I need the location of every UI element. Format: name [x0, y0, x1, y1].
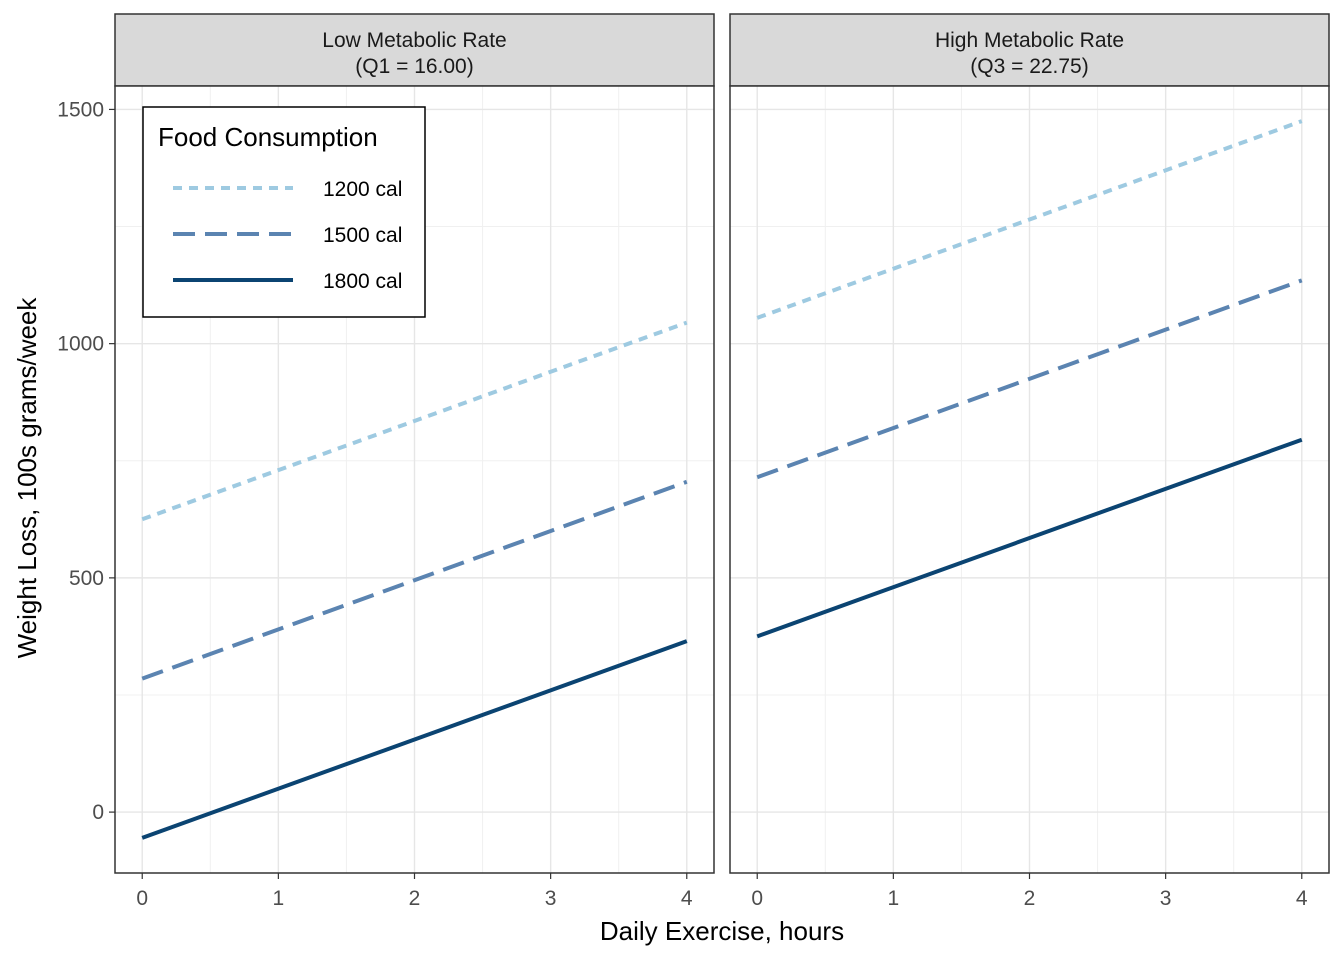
- series-line-1200-cal: [756, 119, 1303, 320]
- legend: Food Consumption 1200 cal 1500 cal 1800 cal: [142, 106, 426, 318]
- legend-title: Food Consumption: [158, 122, 378, 152]
- x-axis-title: Daily Exercise, hours: [600, 916, 844, 946]
- facet-panel-2: High Metabolic Rate (Q3 = 22.75) 0 1 2 3 4: [729, 13, 1330, 910]
- y-tick-label: 500: [69, 567, 104, 590]
- x-tick-label: 2: [409, 887, 421, 910]
- series-line-1500-cal: [756, 278, 1303, 480]
- x-tick-label: 1: [888, 887, 900, 910]
- facet-strip-label: Low Metabolic Rate: [322, 29, 506, 52]
- legend-label: 1800 cal: [323, 270, 402, 293]
- x-tick-label: 2: [1024, 887, 1036, 910]
- facet-strip-sublabel: (Q3 = 22.75): [970, 55, 1088, 78]
- y-tick-label: 1000: [57, 333, 104, 356]
- y-tick-label: 0: [92, 801, 104, 824]
- facet-strip-label: High Metabolic Rate: [935, 29, 1124, 52]
- x-tick-label: 0: [136, 887, 148, 910]
- facet-strip: [729, 13, 1330, 87]
- series-line-1800-cal: [141, 639, 688, 840]
- legend-label: 1500 cal: [323, 224, 402, 247]
- legend-label: 1200 cal: [323, 178, 402, 201]
- x-tick-label: 4: [681, 887, 693, 910]
- series-line-1800-cal: [756, 437, 1303, 639]
- x-tick-label: 1: [273, 887, 285, 910]
- x-tick-label: 3: [1160, 887, 1172, 910]
- facet-strip: [114, 13, 715, 87]
- x-tick-label: 0: [751, 887, 763, 910]
- plot-panel-border: [114, 85, 715, 874]
- x-tick-label: 3: [545, 887, 557, 910]
- x-tick-label: 4: [1296, 887, 1308, 910]
- series-line-1200-cal: [141, 320, 688, 522]
- y-tick-label: 1500: [57, 98, 104, 121]
- facet-strip-sublabel: (Q1 = 16.00): [355, 55, 473, 78]
- y-axis-title: Weight Loss, 100s grams/week: [12, 297, 42, 659]
- series-line-1500-cal: [141, 479, 688, 681]
- plot-panel-border: [729, 85, 1330, 874]
